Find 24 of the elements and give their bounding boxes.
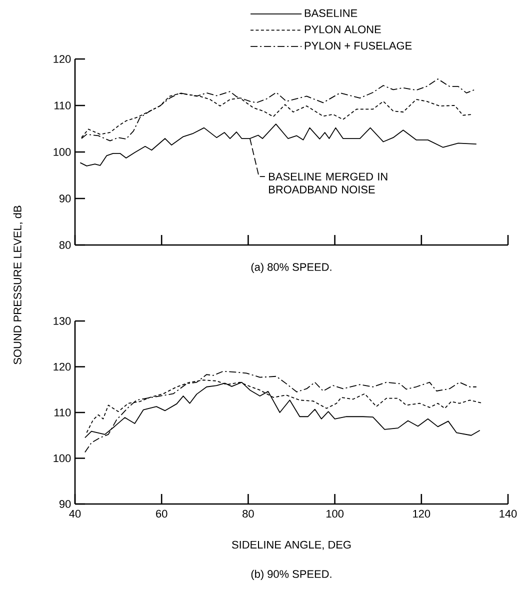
y-tick-label: 90 bbox=[59, 500, 71, 508]
y-tick-label: 80 bbox=[59, 241, 71, 249]
y-tick-label: 120 bbox=[54, 362, 71, 371]
x-tick-label: 40 bbox=[69, 510, 81, 518]
x-tick-label: 140 bbox=[500, 510, 517, 518]
annotation: BASELINE MERGED IN BROADBAND NOISE bbox=[269, 172, 388, 194]
y-tick-label: 90 bbox=[59, 194, 71, 202]
y-tick-label: 110 bbox=[54, 102, 71, 110]
x-tick-label: 100 bbox=[326, 510, 344, 518]
legend-label: PYLON ALONE bbox=[304, 26, 381, 34]
y-tick-label: 130 bbox=[54, 317, 71, 325]
text: (a) 80% SPEED. bbox=[251, 262, 332, 274]
x-tick-label: 80 bbox=[242, 510, 254, 518]
x-tick-label: 120 bbox=[413, 510, 430, 518]
y-axis-title: SOUND PRESSURE LEVEL, dB bbox=[13, 206, 23, 364]
y-tick-label: 110 bbox=[54, 408, 71, 416]
legend-label: PYLON + FUSELAGE bbox=[304, 42, 412, 50]
x-tick-label: 60 bbox=[156, 510, 168, 518]
legend-label: BASELINE bbox=[304, 9, 358, 18]
x-axis-title: SIDELINE ANGLE, DEG bbox=[232, 540, 351, 550]
y-tick-label: 100 bbox=[54, 148, 71, 156]
y-tick-label: 120 bbox=[54, 55, 71, 63]
text: (b) 90% SPEED. bbox=[251, 570, 332, 580]
y-tick-label: 100 bbox=[54, 454, 71, 462]
